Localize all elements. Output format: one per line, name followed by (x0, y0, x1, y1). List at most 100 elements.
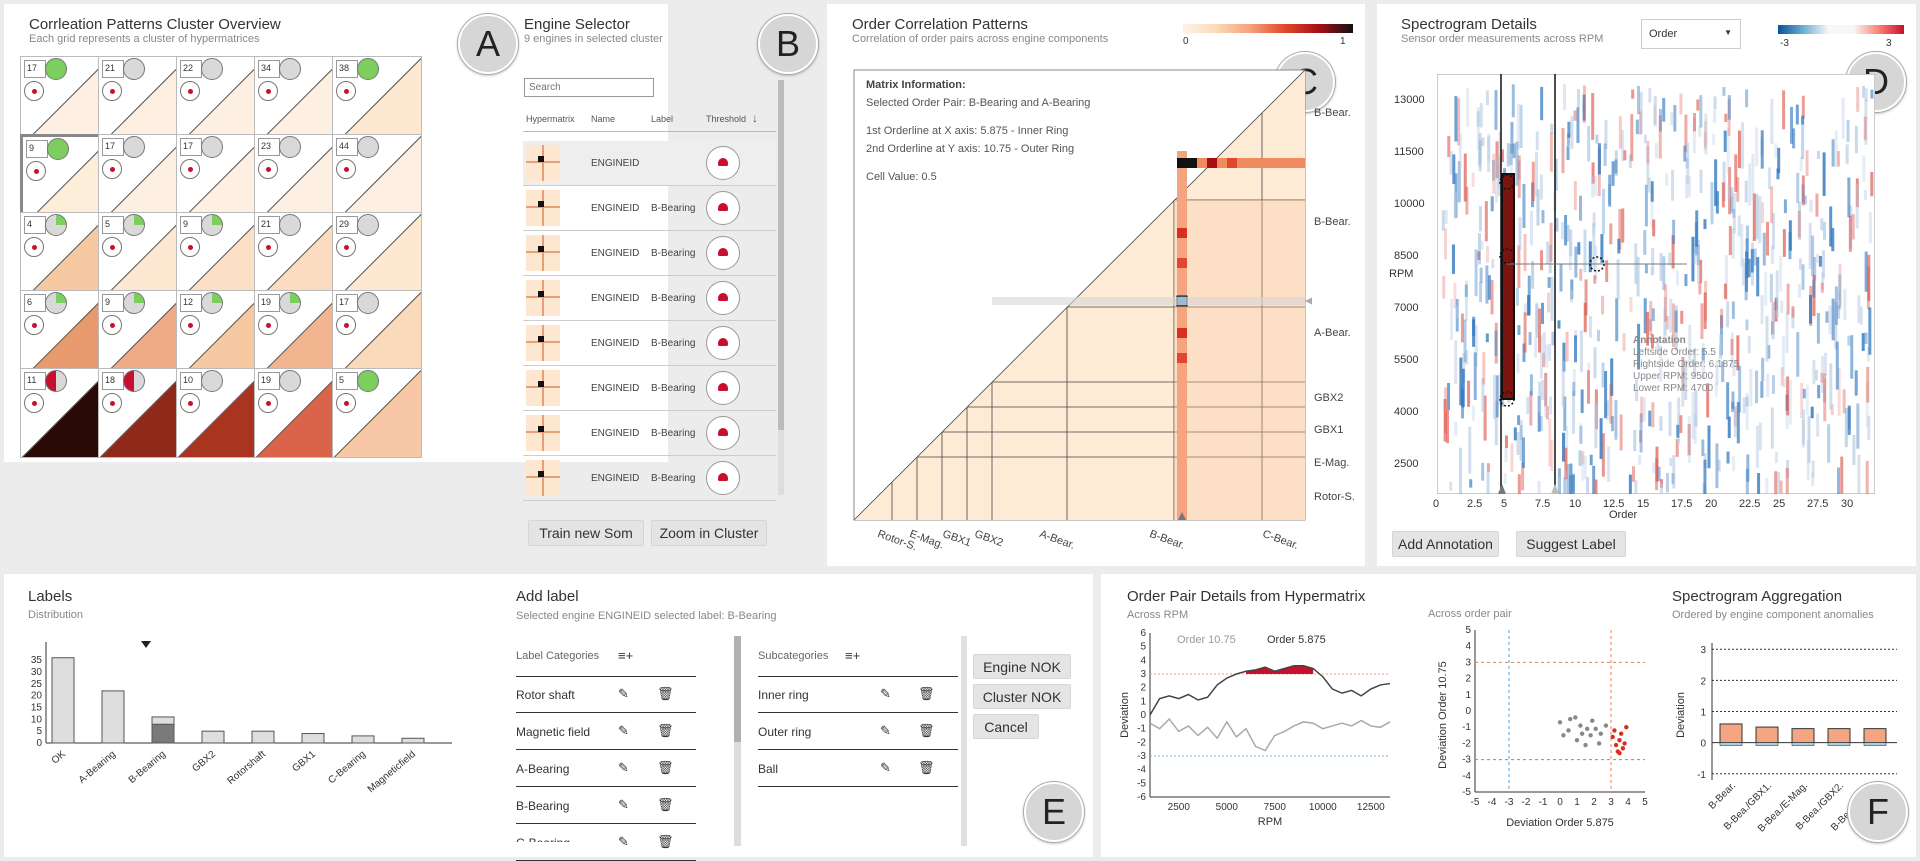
table-row[interactable]: ENGINEID B-Bearing (523, 411, 776, 456)
add-list-icon[interactable]: ≡+ (618, 648, 634, 663)
cluster-cell[interactable]: 5 (332, 368, 422, 458)
spectro-cell (1740, 224, 1744, 268)
category-item[interactable]: Magnetic field (516, 725, 591, 739)
cancel-button[interactable]: Cancel (973, 714, 1039, 739)
delete-icon[interactable]: 🗑 (657, 686, 674, 701)
train-som-button[interactable]: Train new Som (528, 520, 644, 546)
col-threshold[interactable]: Threshold (706, 114, 747, 124)
cluster-cell[interactable]: 34 (254, 56, 344, 146)
cluster-cell[interactable]: 17 (332, 290, 422, 380)
cluster-cell[interactable]: 5 (98, 212, 188, 302)
cluster-cell[interactable]: 17 (176, 134, 266, 224)
cluster-cell[interactable]: 11 (20, 368, 110, 458)
cluster-cell[interactable]: 6 (20, 290, 110, 380)
table-row[interactable]: ENGINEID B-Bearing (523, 186, 776, 231)
cell-label-dot (336, 81, 356, 101)
spectro-cell (1522, 343, 1526, 362)
spectro-cell (1786, 283, 1790, 315)
spectro-cell (1587, 370, 1591, 404)
cluster-cell[interactable]: 17 (98, 134, 188, 224)
delete-icon[interactable]: 🗑 (918, 760, 935, 775)
order-dropdown[interactable]: Order ▼ (1641, 19, 1741, 49)
cluster-cell[interactable]: 12 (176, 290, 266, 380)
delete-icon[interactable]: 🗑 (657, 760, 674, 775)
add-annotation-button[interactable]: Add Annotation (1392, 531, 1499, 557)
delete-icon[interactable]: 🗑 (918, 686, 935, 701)
spectro-cell (1847, 177, 1851, 218)
category-item[interactable]: C-Bearing (516, 836, 570, 842)
cluster-cell[interactable]: 21 (98, 56, 188, 146)
cluster-cell[interactable]: 4 (20, 212, 110, 302)
spectro-cell (1515, 288, 1519, 306)
order-correlation-matrix[interactable] (852, 68, 1312, 548)
delete-icon[interactable]: 🗑 (657, 834, 674, 849)
edit-icon[interactable]: ✎ (880, 760, 891, 775)
engine-nok-button[interactable]: Engine NOK (973, 654, 1071, 679)
cluster-cell[interactable]: 18 (98, 368, 188, 458)
x-tick: 17.5 (1671, 498, 1693, 510)
table-scrollbar[interactable] (778, 80, 784, 495)
cluster-cell[interactable]: 17 (20, 56, 110, 146)
table-row[interactable]: ENGINEID B-Bearing (523, 231, 776, 276)
subcategory-item[interactable]: Outer ring (758, 725, 812, 739)
cluster-nok-button[interactable]: Cluster NOK (973, 684, 1071, 709)
threshold-icon (706, 326, 740, 360)
delete-icon[interactable]: 🗑 (918, 723, 935, 738)
table-row[interactable]: ENGINEID (523, 141, 776, 186)
cluster-cell[interactable]: 29 (332, 212, 422, 302)
zoom-cluster-button[interactable]: Zoom in Cluster (651, 520, 767, 546)
spectro-cell (1808, 295, 1812, 324)
search-input[interactable] (524, 78, 654, 97)
category-item[interactable]: B-Bearing (516, 799, 570, 813)
spectrogram-plot[interactable] (1437, 74, 1875, 494)
subcategory-item[interactable]: Ball (758, 762, 779, 776)
spectro-cell (1519, 419, 1523, 440)
order-pair-line-chart[interactable]: 6 5 4 3 2 1 0 -1 -2 -3 -4 -5 -6 2500 5000 7500 10000 1250… (1120, 625, 1400, 857)
subcategory-item[interactable]: Inner ring (758, 688, 809, 702)
cluster-cell[interactable]: 19 (254, 368, 344, 458)
delete-icon[interactable]: 🗑 (657, 723, 674, 738)
delete-icon[interactable]: 🗑 (657, 797, 674, 812)
suggest-label-button[interactable]: Suggest Label (1516, 531, 1626, 557)
spectro-cell (1494, 322, 1498, 364)
spectro-cell (1687, 175, 1691, 197)
cluster-cell[interactable]: 44 (332, 134, 422, 224)
category-item[interactable]: A-Bearing (516, 762, 570, 776)
edit-icon[interactable]: ✎ (880, 723, 891, 738)
edit-icon[interactable]: ✎ (618, 686, 629, 701)
sub-scrollbar[interactable] (961, 636, 967, 846)
spectro-cell (1449, 151, 1453, 175)
sort-down-icon[interactable]: ↓ (752, 111, 758, 125)
spectro-cell (1673, 105, 1677, 132)
spectro-cell (1481, 137, 1485, 147)
categories-scrollbar[interactable] (734, 636, 741, 846)
threshold-icon (706, 146, 740, 180)
table-row[interactable]: ENGINEID B-Bearing (523, 456, 776, 501)
cluster-cell[interactable]: 9 (20, 134, 110, 224)
table-row[interactable]: ENGINEID B-Bearing (523, 321, 776, 366)
cluster-cell[interactable]: 21 (254, 212, 344, 302)
add-sub-icon[interactable]: ≡+ (845, 648, 861, 663)
cluster-cell[interactable]: 10 (176, 368, 266, 458)
cell-pie (45, 214, 67, 236)
cluster-cell[interactable]: 38 (332, 56, 422, 146)
cluster-cell[interactable]: 9 (98, 290, 188, 380)
edit-icon[interactable]: ✎ (618, 723, 629, 738)
spectro-cell (1780, 367, 1784, 387)
table-row[interactable]: ENGINEID B-Bearing (523, 366, 776, 411)
category-item[interactable]: Rotor shaft (516, 688, 575, 702)
edit-icon[interactable]: ✎ (880, 686, 891, 701)
cluster-cell[interactable]: 23 (254, 134, 344, 224)
cell-label-dot (336, 393, 356, 413)
edit-icon[interactable]: ✎ (618, 797, 629, 812)
cluster-cell[interactable]: 19 (254, 290, 344, 380)
table-row[interactable]: ENGINEID B-Bearing (523, 276, 776, 321)
annotation-left: Leftside Order: 5.5 (1633, 347, 1716, 358)
cluster-cell[interactable]: 9 (176, 212, 266, 302)
y-tick: -5 (1137, 778, 1146, 789)
edit-icon[interactable]: ✎ (618, 834, 629, 849)
edit-icon[interactable]: ✎ (618, 760, 629, 775)
cluster-cell[interactable]: 22 (176, 56, 266, 146)
